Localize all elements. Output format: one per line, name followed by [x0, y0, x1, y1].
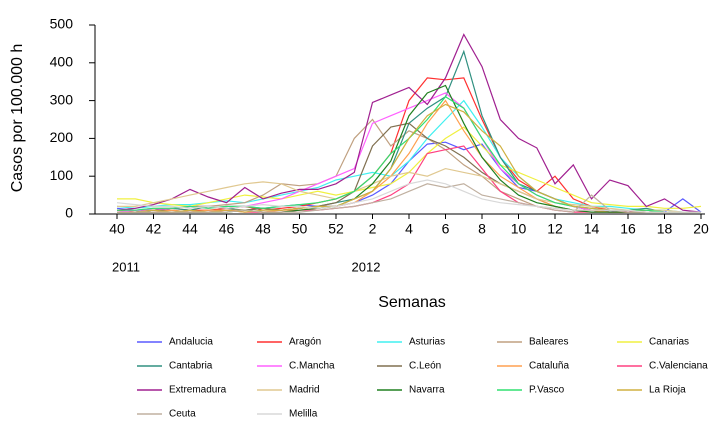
x-tick-label: 12	[547, 221, 563, 237]
legend-label: Madrid	[289, 385, 320, 396]
x-tick-label: 14	[584, 221, 600, 237]
x-tick-label: 44	[182, 221, 198, 237]
y-tick-label: 400	[50, 54, 74, 70]
x-tick-label: 52	[328, 221, 344, 237]
x-tick-label: 10	[511, 221, 527, 237]
legend-label: Navarra	[409, 385, 445, 396]
legend-label: Asturias	[409, 337, 445, 348]
y-tick-label: 200	[50, 129, 74, 145]
legend-label: Melilla	[289, 409, 318, 420]
series-line	[117, 122, 701, 213]
legend-label: Cantabria	[169, 361, 213, 372]
legend-label: C.Mancha	[289, 361, 335, 372]
x-tick-label: 16	[620, 221, 636, 237]
x-axis-label: Semanas	[378, 294, 446, 311]
y-tick-label: 100	[50, 167, 74, 183]
series-line	[117, 103, 701, 213]
x-tick-label: 2	[369, 221, 377, 237]
legend-label: La Rioja	[649, 385, 686, 396]
x-tick-label: 46	[219, 221, 235, 237]
series-line	[117, 118, 701, 213]
year-label: 2011	[112, 259, 140, 274]
series-line	[116, 77, 701, 213]
x-tick-label: 8	[478, 221, 486, 237]
y-tick-label: 300	[50, 91, 74, 107]
x-tick-label: 50	[292, 221, 308, 237]
series-line	[117, 84, 701, 213]
series-line	[117, 183, 701, 213]
legend-label: Baleares	[529, 337, 568, 348]
series-line	[116, 179, 701, 213]
y-tick-label: 0	[65, 205, 73, 221]
x-tick-label: 40	[109, 221, 125, 237]
y-tick-label: 500	[50, 16, 74, 32]
legend-label: Extremadura	[169, 385, 227, 396]
x-tick-label: 18	[657, 221, 673, 237]
series-line	[117, 167, 701, 213]
x-tick-label: 48	[255, 221, 271, 237]
series-line	[116, 33, 702, 213]
x-tick-label: 42	[146, 221, 162, 237]
legend-label: Aragón	[289, 337, 321, 348]
legend-label: Andalucia	[169, 337, 213, 348]
legend-label: C.León	[409, 361, 441, 372]
legend-label: Canarias	[649, 337, 689, 348]
y-axis-label: Casos por 100.000 h	[9, 44, 26, 193]
legend-label: C.Valenciana	[649, 361, 708, 372]
legend-label: P.Vasco	[529, 385, 565, 396]
x-tick-label: 6	[442, 221, 450, 237]
x-tick-label: 20	[693, 221, 709, 237]
legend-label: Ceuta	[169, 409, 196, 420]
series-line	[116, 99, 701, 213]
series-line	[117, 145, 701, 213]
series-line	[117, 99, 701, 213]
x-tick-label: 4	[405, 221, 413, 237]
year-label: 2012	[352, 259, 381, 274]
series-line	[117, 49, 701, 213]
legend-label: Cataluña	[529, 361, 569, 372]
